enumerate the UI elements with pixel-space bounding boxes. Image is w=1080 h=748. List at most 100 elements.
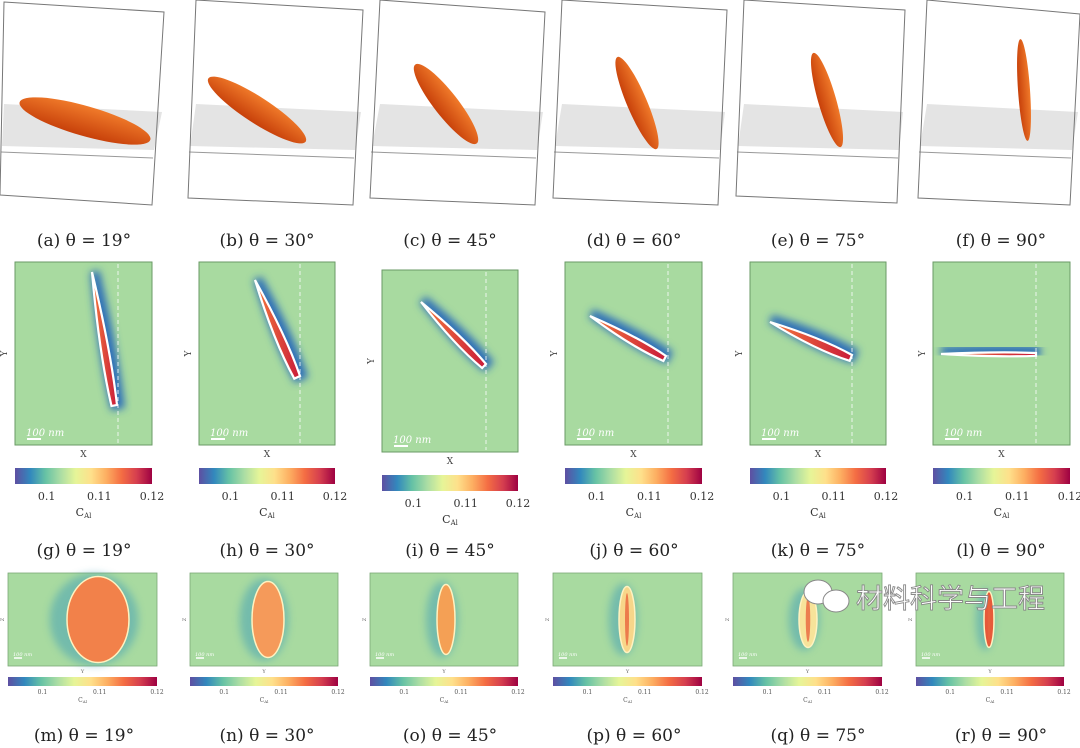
panel-caption: (a) θ = 19°: [37, 231, 131, 251]
scale-bar-label: 100 nm: [558, 652, 577, 658]
colorbar-tick-label: 0.11: [274, 689, 287, 696]
colorbar-tick-label: 0.12: [140, 490, 165, 503]
panel-caption: (m) θ = 19°: [34, 726, 134, 746]
precipitate: [251, 580, 285, 659]
colorbar: [190, 677, 338, 686]
colorbar-tick-label: 0.11: [453, 497, 478, 510]
colorbar-tick-label: 0.11: [1005, 490, 1030, 503]
colorbar-tick-label: 0.12: [506, 497, 531, 510]
colorbar-label-main: C: [623, 697, 628, 704]
panel-xy-map: 100 nm X Y 0.1 0.11 0.12 CAl (i) θ = 45°: [367, 269, 531, 561]
colorbar-label-main: C: [442, 513, 450, 526]
colorbar-label-main: C: [803, 697, 808, 704]
y-axis-label: Y: [184, 349, 194, 357]
panel-xy-map: 100 nm X Y 0.1 0.11 0.12 CAl (k) θ = 75°: [735, 261, 899, 561]
colorbar: [750, 468, 886, 484]
precipitate-3d: [615, 56, 659, 150]
precipitate-3d: [810, 52, 844, 148]
colorbar-label: CAl: [78, 697, 87, 704]
colorbar: [553, 677, 702, 686]
substrate-plane: [920, 104, 1078, 150]
scale-bar-label: 100 nm: [393, 435, 431, 446]
panel-caption: (n) θ = 30°: [219, 726, 314, 746]
scale-bar-label: 100 nm: [26, 428, 64, 439]
colorbar-tick-label: 0.12: [1058, 490, 1080, 503]
panel-3d-view: (e) θ = 75°: [735, 0, 906, 251]
colorbar-label: CAl: [623, 697, 632, 704]
colorbar-tick-label: 0.12: [323, 490, 348, 503]
colorbar: [370, 677, 518, 686]
panel-caption: (k) θ = 75°: [771, 541, 865, 561]
watermark: 材料科学与工程: [803, 579, 1045, 615]
colorbar-label-subscript: Al: [267, 512, 276, 520]
colorbar-tick-label: 0.12: [695, 689, 709, 696]
colorbar: [733, 677, 882, 686]
colorbar-label-subscript: Al: [263, 699, 269, 704]
panel-xy-map: 100 nm X Y 0.1 0.11 0.12 CAl (j) θ = 60°: [550, 261, 714, 561]
concentration-map: [381, 269, 519, 453]
precipitate-core: [625, 593, 629, 646]
colorbar-label: CAl: [442, 513, 458, 527]
precipitate-3d: [19, 97, 151, 145]
colorbar-tick-label: 0.11: [637, 490, 662, 503]
colorbar-tick-label: 0.12: [511, 689, 525, 696]
plane-edge: [918, 151, 1072, 159]
colorbar-label: CAl: [810, 506, 826, 520]
colorbar-label-main: C: [986, 697, 991, 704]
colorbar-label-subscript: Al: [627, 699, 633, 704]
colorbar-tick-label: 0.12: [875, 689, 889, 696]
y-axis-label: Y: [735, 349, 745, 357]
simulation-box: [917, 0, 1080, 206]
x-axis-label: Y: [261, 669, 266, 675]
plane-edge: [370, 151, 537, 159]
plane-edge: [736, 151, 899, 159]
colorbar-label-main: C: [810, 506, 818, 519]
colorbar: [933, 468, 1070, 484]
colorbar-label-subscript: Al: [83, 512, 92, 520]
simulation-box: [552, 0, 728, 206]
colorbar: [199, 468, 335, 484]
panel-caption: (i) θ = 45°: [405, 541, 495, 561]
panel-caption: (r) θ = 90°: [955, 726, 1047, 746]
colorbar-tick-label: 0.1: [222, 490, 240, 503]
panel-3d-view: (f) θ = 90°: [917, 0, 1080, 251]
colorbar-tick-label: 0.1: [405, 497, 423, 510]
scale-bar-label: 100 nm: [738, 652, 757, 658]
scale-bar-label: 100 nm: [576, 428, 614, 439]
precipitate-3d: [1017, 39, 1031, 141]
panel-3d-view: (c) θ = 45°: [369, 0, 546, 251]
colorbar-tick-label: 0.1: [219, 689, 229, 696]
colorbar-tick-label: 0.12: [874, 490, 899, 503]
panel-caption: (o) θ = 45°: [403, 726, 497, 746]
panel-3d-view: (d) θ = 60°: [552, 0, 728, 251]
panel-caption: (b) θ = 30°: [220, 231, 315, 251]
y-axis-label: Z: [182, 617, 188, 621]
colorbar-label-subscript: Al: [989, 699, 995, 704]
colorbar-label-main: C: [994, 506, 1002, 519]
plane-edge: [553, 151, 720, 159]
precipitate: [90, 271, 119, 408]
simulation-box: [369, 0, 546, 206]
plane-edge: [0, 151, 154, 159]
colorbar-label: CAl: [803, 697, 812, 704]
x-axis-label: X: [447, 457, 454, 467]
panel-caption: (l) θ = 90°: [956, 541, 1046, 561]
colorbar-label-main: C: [259, 506, 267, 519]
colorbar-label-subscript: Al: [818, 512, 827, 520]
x-axis-label: X: [630, 450, 637, 460]
colorbar-label: CAl: [986, 697, 995, 704]
panel-caption: (c) θ = 45°: [403, 231, 497, 251]
panel-yz-map: 100 nm Y Z 0.1 0.11 0.12 CAl (p) θ = 60°: [545, 572, 709, 746]
y-axis-label: Z: [0, 617, 6, 621]
panel-caption: (f) θ = 90°: [956, 231, 1046, 251]
colorbar-label-subscript: Al: [450, 519, 459, 527]
concentration-map: [564, 261, 703, 446]
precipitate-core: [805, 597, 811, 642]
colorbar-tick-label: 0.1: [583, 689, 593, 696]
panel-xy-map: 100 nm X Y 0.1 0.11 0.12 CAl (g) θ = 19°: [0, 261, 165, 561]
colorbar-label-main: C: [260, 697, 265, 704]
x-axis-label: X: [264, 450, 271, 460]
x-axis-label: X: [998, 450, 1005, 460]
colorbar-tick-label: 0.11: [638, 689, 651, 696]
